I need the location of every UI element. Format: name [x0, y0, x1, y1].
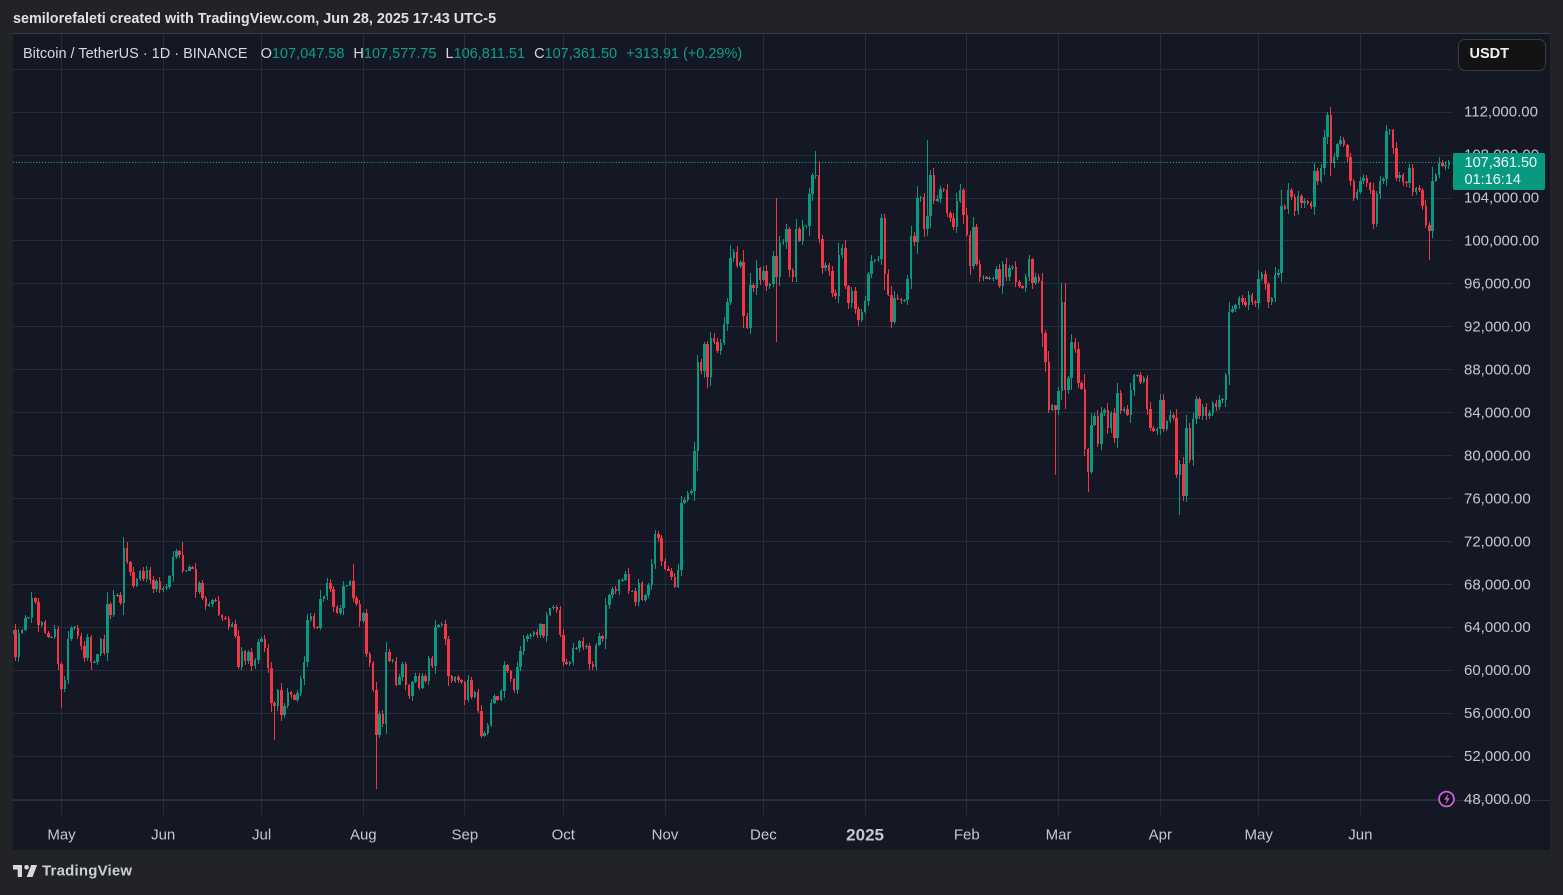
svg-text:56,000.00: 56,000.00 — [1464, 705, 1531, 722]
svg-text:Jun: Jun — [1348, 827, 1372, 844]
svg-text:Nov: Nov — [652, 827, 679, 844]
svg-text:84,000.00: 84,000.00 — [1464, 404, 1531, 421]
svg-text:100,000.00: 100,000.00 — [1464, 233, 1539, 250]
svg-text:Sep: Sep — [452, 827, 479, 844]
svg-text:60,000.00: 60,000.00 — [1464, 662, 1531, 679]
svg-text:2025: 2025 — [846, 826, 884, 845]
svg-text:112,000.00: 112,000.00 — [1464, 104, 1538, 121]
svg-text:Jun: Jun — [151, 827, 175, 844]
svg-text:68,000.00: 68,000.00 — [1464, 576, 1531, 593]
svg-text:Jul: Jul — [252, 827, 271, 844]
svg-text:Apr: Apr — [1149, 827, 1172, 844]
svg-text:104,000.00: 104,000.00 — [1464, 190, 1539, 207]
svg-text:76,000.00: 76,000.00 — [1464, 490, 1531, 507]
svg-text:72,000.00: 72,000.00 — [1464, 533, 1531, 550]
svg-text:52,000.00: 52,000.00 — [1464, 748, 1531, 765]
svg-text:88,000.00: 88,000.00 — [1464, 362, 1531, 379]
svg-text:Dec: Dec — [750, 827, 777, 844]
svg-text:48,000.00: 48,000.00 — [1464, 791, 1531, 808]
svg-text:64,000.00: 64,000.00 — [1464, 619, 1531, 636]
svg-text:May: May — [1245, 827, 1274, 844]
svg-text:96,000.00: 96,000.00 — [1464, 276, 1531, 293]
svg-text:92,000.00: 92,000.00 — [1464, 319, 1531, 336]
svg-text:Oct: Oct — [552, 827, 576, 844]
svg-text:Mar: Mar — [1046, 827, 1072, 844]
svg-text:Aug: Aug — [350, 827, 377, 844]
svg-text:Feb: Feb — [954, 827, 980, 844]
svg-text:80,000.00: 80,000.00 — [1464, 447, 1531, 464]
svg-text:May: May — [47, 827, 76, 844]
